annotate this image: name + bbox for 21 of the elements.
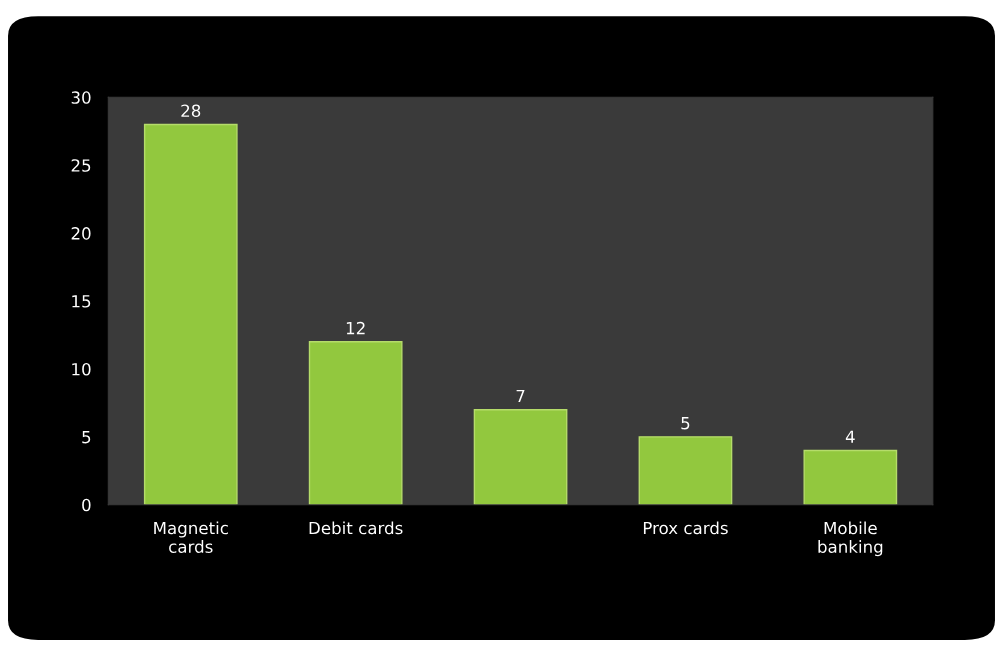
- data-label: 5: [681, 417, 690, 430]
- x-tick-label: Prox cards: [643, 521, 728, 535]
- data-label: 7: [516, 389, 525, 403]
- bar: [638, 436, 733, 505]
- data-label: 4: [845, 430, 855, 443]
- y-tick-label: 25: [71, 159, 91, 172]
- bar: [143, 123, 238, 505]
- y-tick-label: 30: [71, 91, 91, 104]
- bar: [803, 449, 898, 505]
- bar: [473, 408, 568, 505]
- bar: [308, 341, 403, 505]
- y-tick-label: 5: [82, 431, 91, 444]
- x-tick-label: Magnetic cards: [154, 521, 228, 553]
- data-label: 12: [346, 321, 365, 335]
- y-tick-label: 15: [72, 295, 91, 308]
- x-tick-label: Mobile banking: [818, 521, 883, 557]
- data-label: 28: [181, 104, 201, 118]
- y-tick-label: 20: [71, 227, 91, 240]
- y-tick-label: 0: [82, 498, 91, 512]
- y-tick-label: 10: [72, 362, 91, 376]
- x-tick-label: Debit cards: [309, 521, 403, 535]
